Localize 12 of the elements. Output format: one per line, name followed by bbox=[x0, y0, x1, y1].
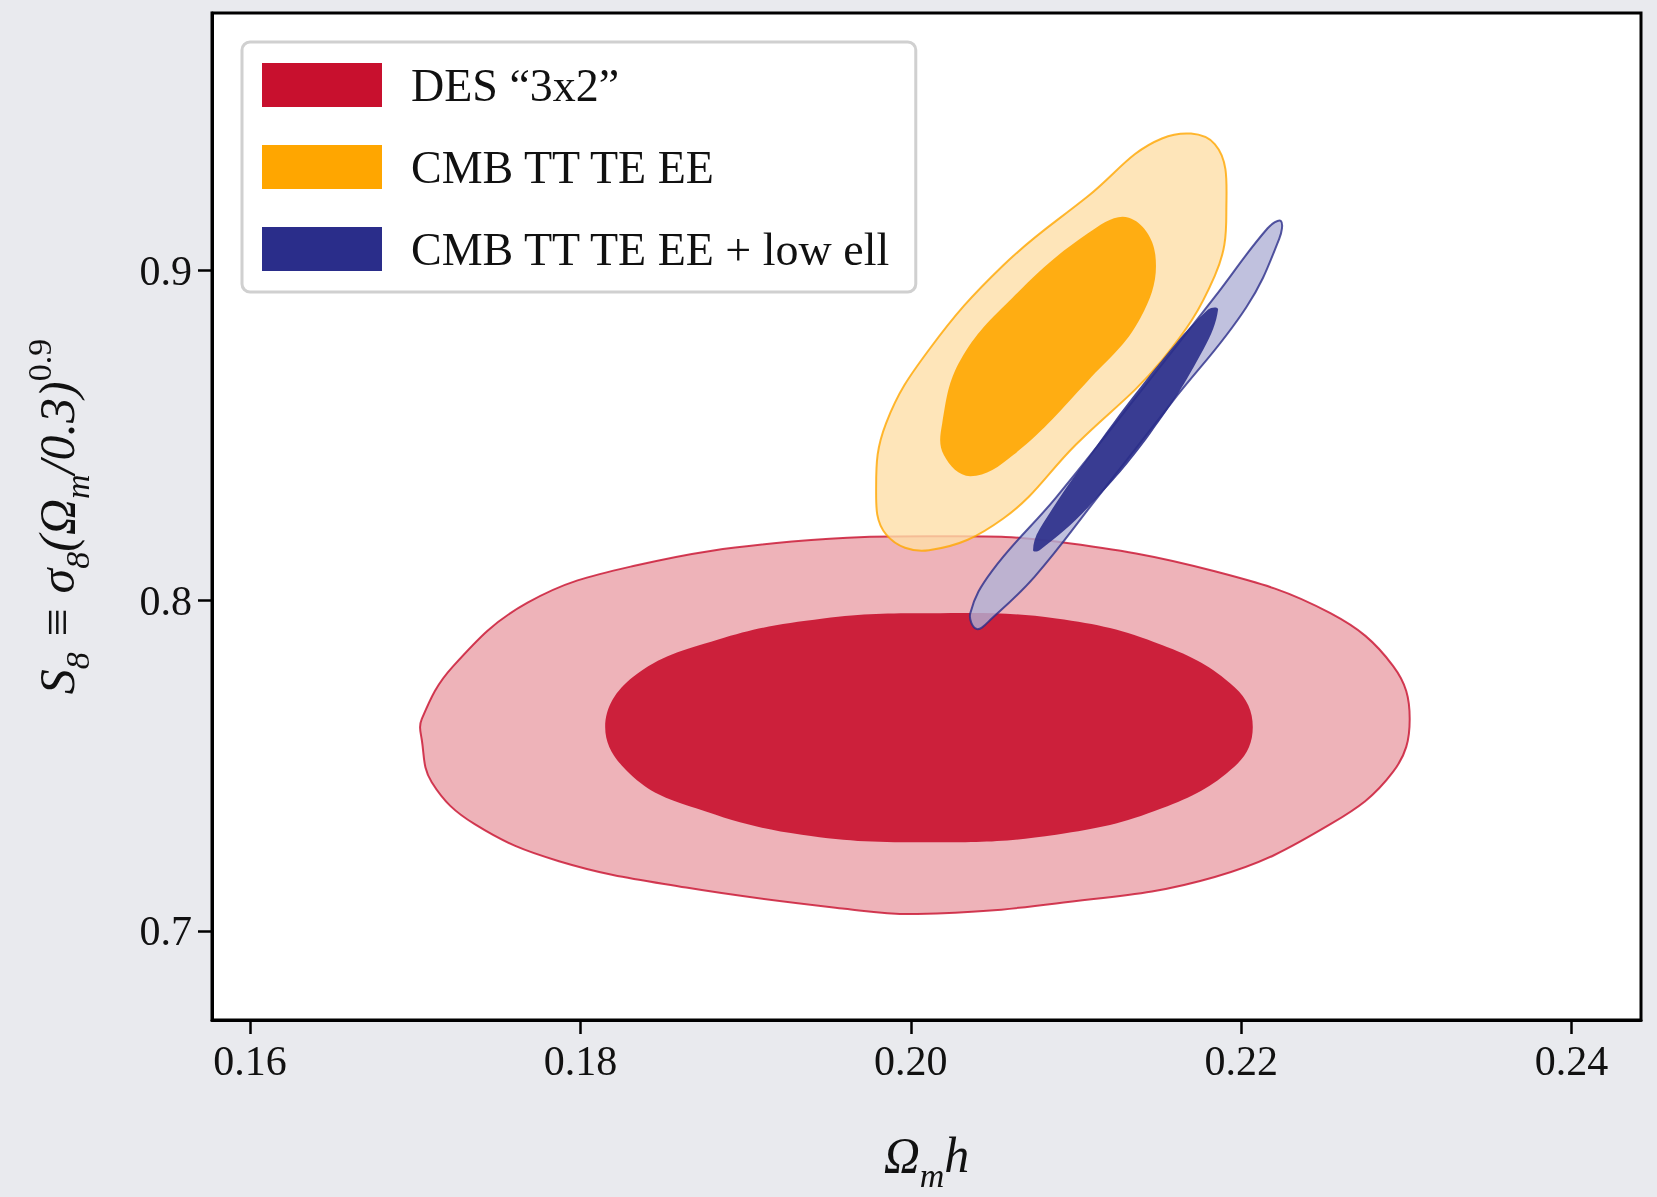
legend-label: DES “3x2” bbox=[411, 59, 620, 111]
y-tick-label: 0.9 bbox=[139, 247, 192, 294]
x-tick-label: 0.16 bbox=[213, 1038, 287, 1084]
x-tick-label: 0.20 bbox=[874, 1038, 948, 1084]
x-tick-label: 0.18 bbox=[543, 1038, 618, 1084]
legend-label: CMB TT TE EE bbox=[411, 141, 714, 193]
legend-label: CMB TT TE EE + low ell bbox=[411, 223, 890, 275]
x-tick-label: 0.22 bbox=[1204, 1038, 1278, 1084]
y-axis-title: S8 ≡ σ8(Ωm/0.3)0.9 bbox=[20, 338, 96, 695]
x-tick-label: 0.24 bbox=[1534, 1038, 1609, 1084]
y-tick-label: 0.7 bbox=[139, 907, 192, 954]
y-tick-label: 0.8 bbox=[139, 577, 192, 624]
